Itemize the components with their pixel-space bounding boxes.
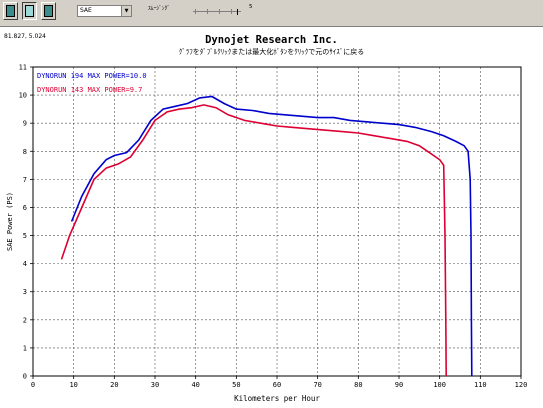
pages-icon: [44, 5, 53, 17]
x-tick-label: 90: [395, 381, 403, 389]
y-tick-label: 5: [23, 232, 27, 240]
slider-tick: [207, 9, 208, 14]
x-tick-label: 120: [515, 381, 528, 389]
series-line-2: [60, 104, 447, 377]
x-tick-label: 80: [354, 381, 362, 389]
x-tick-label: 70: [313, 381, 321, 389]
power-type-dropdown[interactable]: SAE ▼: [77, 5, 132, 17]
y-axis-label: SAE Power (PS): [6, 192, 14, 251]
x-tick-label: 20: [110, 381, 118, 389]
legend-entry-1: DYNORUN 194 MAX POWER=10.0: [37, 72, 147, 80]
x-tick-label: 110: [474, 381, 487, 389]
x-tick-label: 30: [151, 381, 159, 389]
slider-tick: [219, 9, 220, 14]
view-button-1[interactable]: [3, 2, 18, 20]
page-icon: [6, 5, 15, 17]
y-tick-label: 6: [23, 204, 27, 212]
chart-title: Dynojet Research Inc.: [205, 34, 338, 46]
y-tick-label: 4: [23, 260, 27, 268]
view-button-2[interactable]: [22, 2, 37, 20]
smoothing-value: 5: [249, 4, 253, 10]
y-tick-label: 0: [23, 373, 27, 381]
y-tick-label: 8: [23, 148, 27, 156]
y-tick-label: 10: [19, 92, 27, 100]
y-tick-label: 9: [23, 120, 27, 128]
y-tick-label: 1: [23, 344, 27, 352]
slider-tick: [231, 9, 232, 14]
power-type-value: SAE: [80, 7, 92, 14]
cursor-coordinate-readout: 81.827, 5.024: [4, 33, 46, 40]
x-tick-label: 10: [69, 381, 77, 389]
y-tick-label: 7: [23, 176, 27, 184]
y-tick-label: 11: [19, 64, 27, 72]
slider-tick: [195, 9, 196, 14]
smoothing-label: ｽﾑｰｼﾞﾝｸﾞ: [148, 6, 171, 12]
x-axis-label: Kilometers per Hour: [234, 394, 320, 403]
x-tick-label: 60: [273, 381, 281, 389]
slider-thumb[interactable]: [237, 9, 238, 15]
x-tick-label: 0: [31, 381, 35, 389]
power-chart[interactable]: 0 10 20 30 40 50 60 70 80 90 100 110 120 0 1 2 3 4 5 6 7 8 9 10…: [0, 27, 543, 408]
y-tick-label: 3: [23, 288, 27, 296]
x-tick-label: 100: [433, 381, 446, 389]
chart-area[interactable]: Dynojet Research Inc. ｸﾞﾗﾌをﾀﾞﾌﾞﾙｸﾘｯｸまたは最…: [0, 27, 543, 408]
smoothing-slider[interactable]: [193, 9, 241, 15]
series-line-1: [70, 95, 473, 377]
legend-entry-2: DYNORUN 143 MAX POWER=9.7: [37, 86, 142, 94]
view-button-3[interactable]: [41, 2, 56, 20]
chevron-down-icon[interactable]: ▼: [121, 6, 131, 16]
slider-track: [193, 11, 241, 12]
y-tick-label: 2: [23, 316, 27, 324]
toolbar: SAE ▼ ｽﾑｰｼﾞﾝｸﾞ 5: [0, 0, 543, 27]
x-tick-label: 50: [232, 381, 240, 389]
x-tick-label: 40: [191, 381, 199, 389]
page-icon: [25, 5, 34, 17]
chart-subtitle: ｸﾞﾗﾌをﾀﾞﾌﾞﾙｸﾘｯｸまたは最大化ﾎﾞﾀﾝをｸﾘｯｸで元のｻｲｽﾞに戻る: [178, 48, 365, 56]
